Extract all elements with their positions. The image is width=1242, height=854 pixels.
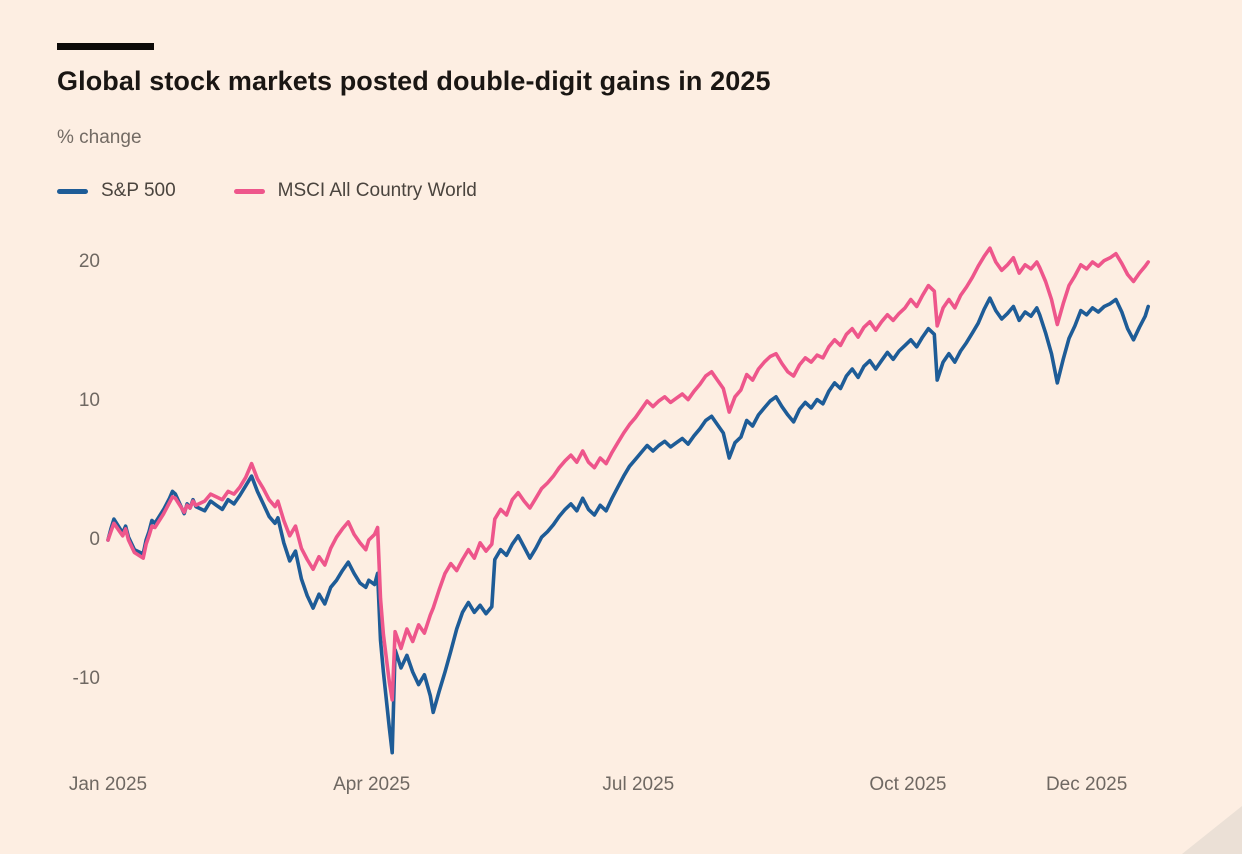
legend-swatch-icon: [233, 188, 265, 194]
title-rule: [57, 43, 154, 50]
legend-item-msci-acwi: MSCI All Country World: [233, 180, 477, 202]
x-tick-label: Jan 2025: [68, 774, 148, 795]
y-tick-label: 20: [78, 251, 100, 272]
y-tick-label: 10: [78, 390, 100, 411]
y-tick-label: -10: [72, 668, 100, 689]
x-tick-label: Jul 2025: [602, 774, 675, 795]
legend-item-sp500: S&P 500: [57, 180, 176, 202]
x-tick-label: Dec 2025: [1045, 774, 1128, 795]
y-tick-label: 0: [89, 529, 100, 550]
chart-title: Global stock markets posted double-digit…: [57, 66, 771, 96]
series-line-sp500: [106, 296, 1150, 755]
chart-legend: S&P 500 MSCI All Country World: [57, 180, 477, 202]
chart-subtitle: % change: [57, 127, 142, 148]
legend-label: S&P 500: [101, 180, 176, 201]
legend-swatch-icon: [57, 188, 88, 194]
series-line-msci-acwi: [106, 246, 1150, 702]
x-tick-label: Apr 2025: [333, 774, 411, 795]
resize-corner-artifact: [1182, 806, 1242, 854]
legend-label: MSCI All Country World: [277, 180, 477, 201]
x-tick-label: Oct 2025: [869, 774, 947, 795]
